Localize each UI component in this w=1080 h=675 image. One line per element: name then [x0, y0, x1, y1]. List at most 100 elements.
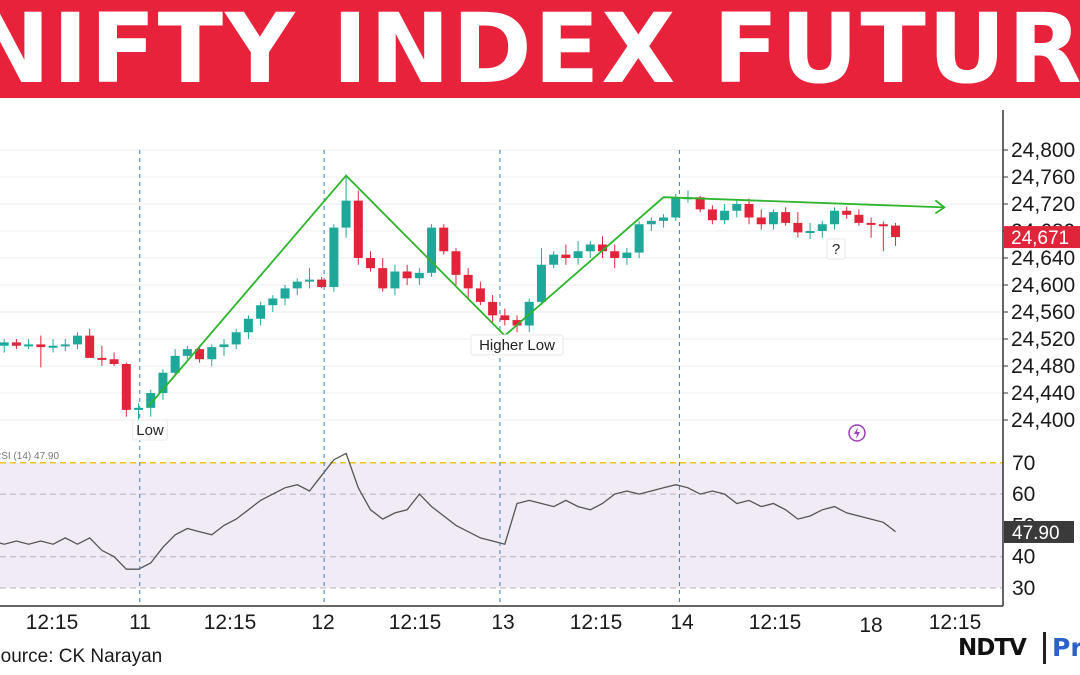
candle-body [475, 288, 485, 302]
candle-body [207, 347, 217, 360]
candle-body [536, 264, 546, 302]
candle-body [243, 318, 253, 333]
candle-body [878, 224, 888, 227]
time-tick-label: 11 [129, 611, 151, 634]
rsi-line [0, 452, 896, 570]
time-tick-label: 18 [859, 614, 882, 637]
price-tick-label: 24,600 [1011, 274, 1075, 297]
rsi-tick-label: 60 [1012, 483, 1035, 506]
candle-body [182, 349, 192, 356]
rsi-tick-label: 40 [1012, 546, 1035, 569]
annotation-box [470, 334, 564, 356]
chart-source: Source: CK Narayan [0, 646, 163, 667]
title-banner: NIFTY INDEX FUTURES [0, 0, 1080, 98]
candle-body [805, 231, 815, 233]
time-tick-label: 12:15 [26, 611, 79, 634]
candle-body [439, 227, 449, 252]
candle-body [195, 349, 205, 360]
rsi-band [0, 462, 1003, 588]
candle-body [744, 204, 754, 218]
annotation-box [132, 419, 168, 441]
candle-body [268, 298, 278, 306]
candle-body [659, 217, 669, 221]
annotation-box [826, 238, 846, 260]
candle-body [256, 305, 266, 319]
candle-body [121, 363, 131, 410]
candle-body [378, 268, 388, 289]
candle-body [85, 335, 95, 358]
price-tick-label: 24,560 [1011, 301, 1075, 324]
candle-body [158, 372, 168, 393]
candle-body [768, 212, 778, 225]
candle-body [561, 254, 571, 258]
candle-body [720, 210, 730, 221]
candle-body [634, 224, 644, 253]
trend-lines [147, 174, 946, 408]
grid-lines [0, 149, 1003, 421]
candle-body [219, 344, 229, 348]
rsi-label: RSI (14) 47.90 [0, 451, 59, 462]
price-tick-label: 24,720 [1011, 193, 1075, 216]
rsi-tick-label: 30 [1012, 577, 1035, 600]
time-tick-label: 14 [670, 611, 694, 634]
trend-arrowhead [934, 199, 946, 215]
candle-body [695, 197, 705, 210]
candle-body [11, 342, 21, 346]
annotation-label: Higher Low [479, 337, 555, 354]
candle-body [97, 357, 107, 360]
lightning-icon [854, 427, 860, 439]
candle-body [463, 274, 473, 289]
last-price-box [1004, 226, 1080, 249]
session-separators [139, 150, 680, 604]
axes: 24,400 24,440 24,480 24,520 24,560 24,600 24,6… [0, 98, 1080, 637]
price-tick-label: 24,520 [1011, 328, 1075, 351]
price-tick-label: 24,800 [1011, 139, 1075, 162]
candle-body [402, 271, 412, 279]
candle-body [280, 288, 290, 299]
candle-body [842, 210, 852, 215]
time-tick-label: 12 [311, 611, 334, 634]
price-tick-label: 24,480 [1011, 355, 1075, 378]
annotations: Low Higher Low? [132, 238, 866, 442]
candle-body [512, 320, 522, 326]
time-tick-label: 12:15 [204, 611, 257, 634]
candle-body [707, 209, 717, 221]
candle-body [451, 251, 461, 275]
candle-body [60, 344, 70, 347]
candles [0, 177, 901, 420]
candle-body [36, 344, 46, 348]
candle-body [48, 345, 58, 348]
price-tick-label: 24,400 [1011, 409, 1075, 432]
candle-body [866, 222, 876, 225]
logo-brand: NDTV [958, 635, 1027, 661]
candle-body [427, 227, 437, 273]
candle-body [500, 315, 510, 321]
candle-body [781, 212, 791, 223]
candle-body [304, 279, 314, 282]
candle-body [72, 335, 82, 345]
candle-body [366, 258, 376, 269]
candle-body [585, 244, 595, 252]
time-tick-label: 12:15 [929, 611, 982, 634]
candle-body [549, 254, 559, 265]
candle-body [891, 225, 901, 238]
candle-body [646, 220, 656, 225]
candle-body [231, 332, 241, 345]
candle-body [732, 204, 742, 211]
candle-body [854, 214, 864, 223]
annotation-label: ? [832, 241, 840, 258]
candle-body [341, 200, 351, 228]
candle-body [817, 224, 827, 231]
trend-zigzag [147, 174, 945, 408]
candle-body [414, 272, 424, 279]
time-tick-label: 12:15 [389, 611, 442, 634]
price-tick-label: 24,640 [1011, 247, 1075, 270]
candle-body [598, 244, 607, 252]
candle-body [0, 342, 9, 346]
candle-body [329, 227, 339, 288]
candle-body [292, 281, 302, 289]
candle-body [146, 393, 156, 408]
candle-body [353, 200, 363, 258]
candle-body [134, 407, 144, 410]
